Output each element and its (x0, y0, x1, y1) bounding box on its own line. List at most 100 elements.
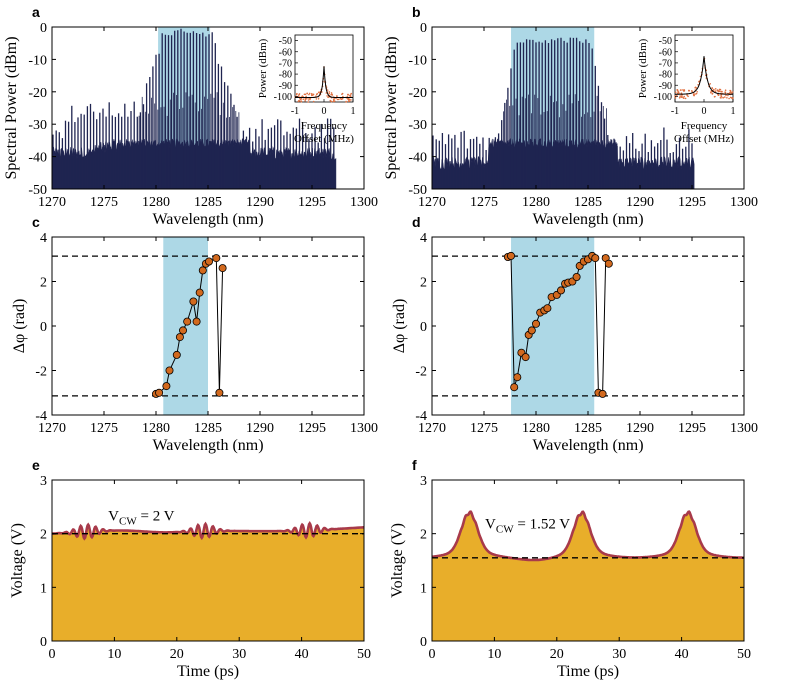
inset-point (731, 91, 734, 93)
inset-point (318, 92, 321, 94)
phase-point (162, 382, 171, 391)
inset-point (317, 98, 320, 100)
inset-x-tick-label: 1 (731, 106, 736, 117)
y-tick-label: -2 (35, 365, 47, 380)
x-tick-label: 1285 (574, 421, 602, 436)
inset-point (686, 94, 688, 97)
y-tick-label: 0 (420, 21, 427, 36)
inset-point (311, 92, 313, 95)
y-tick-label: -20 (28, 86, 47, 101)
phase-point (178, 326, 187, 335)
panel-label-e: e (32, 457, 40, 473)
phase-point (591, 254, 600, 263)
inset-point (340, 98, 343, 100)
inset-point (727, 94, 729, 97)
inset-point (347, 100, 350, 103)
y-tick-label: 0 (40, 21, 47, 36)
inset-point (327, 96, 329, 99)
inset-point (326, 95, 328, 97)
inset-point (676, 89, 679, 91)
x-axis-label: Time (ps) (557, 663, 619, 680)
inset-point (680, 92, 683, 94)
phase-point (543, 304, 552, 313)
inset-point (711, 92, 714, 95)
vcw-subscript: CW (119, 515, 137, 527)
inset-point (716, 89, 719, 92)
inset-point (350, 99, 352, 101)
phase-point (510, 383, 519, 392)
y-tick-label: 2 (40, 528, 47, 543)
inset-point (730, 91, 732, 94)
x-tick-label: 1295 (298, 421, 326, 436)
inset-x-label: Frequency (301, 120, 348, 132)
inset-point (719, 88, 722, 91)
inset-point (676, 94, 678, 96)
voltage-area (52, 523, 364, 641)
x-tick-label: 1290 (626, 421, 654, 436)
x-tick-label: 1290 (626, 195, 654, 210)
inset-point (682, 89, 684, 91)
y-axis-label: Voltage (V) (389, 523, 406, 598)
inset-frame (674, 34, 734, 103)
vcw-base: V (485, 516, 496, 532)
y-axis-label: Δφ (rad) (391, 299, 408, 354)
inset-point (683, 95, 685, 98)
x-tick-label: 1280 (522, 421, 550, 436)
inset-point (714, 95, 716, 98)
x-tick-label: 1270 (418, 421, 446, 436)
y-axis-label: Spectral Power (dBm) (3, 36, 20, 179)
x-tick-label: 0 (429, 647, 436, 662)
phase-point (572, 272, 581, 281)
inset-x-label: Frequency (681, 120, 728, 132)
phase-point (215, 388, 224, 397)
phase-point (521, 353, 530, 362)
inset-point (680, 89, 682, 91)
inset-point (307, 99, 310, 101)
x-tick-label: 1275 (470, 195, 498, 210)
voltage-area (432, 511, 744, 641)
x-tick-label: 1290 (246, 421, 274, 436)
x-tick-label: 1280 (522, 195, 550, 210)
axes-c: 1270 1275 1280 1285 1290 1295 1300 -4 -2 0 2 4 Wavel… (11, 214, 378, 454)
inset-x-tick-label: 1 (351, 106, 356, 117)
inset-point (682, 96, 684, 99)
panel-label-a: a (32, 4, 40, 20)
inset-point (678, 92, 680, 94)
inset-point (349, 95, 351, 97)
inset-point (691, 91, 693, 93)
inset-a: -50-60-70-80-90-100 -1 0 1 Power (dBm) Freque… (257, 34, 356, 145)
x-axis-label: Wavelength (nm) (532, 211, 643, 228)
voltage-line (432, 510, 744, 562)
y-axis-label: Voltage (V) (9, 523, 26, 598)
inset-point (337, 98, 340, 101)
axes-frame (431, 479, 745, 642)
inset-point (717, 90, 720, 92)
x-tick-label: 1300 (350, 421, 378, 436)
inset-fit-line (675, 56, 733, 95)
inset-point (309, 98, 311, 101)
inset-point (315, 98, 318, 100)
phase-point (604, 259, 613, 268)
inset-y-tick-label: -70 (659, 58, 672, 69)
inset-point (696, 91, 698, 93)
inset-point (345, 101, 348, 103)
x-tick-label: 10 (487, 647, 501, 662)
inset-point (305, 95, 307, 98)
y-tick-label: 0 (420, 635, 427, 650)
phase-point (165, 366, 174, 375)
x-axis-label: Wavelength (nm) (152, 211, 263, 228)
inset-point (710, 91, 712, 94)
y-tick-label: 0 (40, 320, 47, 335)
x-tick-label: 1275 (90, 195, 118, 210)
inset-point (328, 91, 331, 93)
phase-point (532, 319, 541, 328)
phase-point (527, 326, 536, 335)
panel-label-f: f (412, 457, 417, 473)
phase-point (172, 350, 181, 359)
inset-point (688, 89, 690, 92)
y-tick-label: -10 (408, 53, 427, 68)
panel-b: 1270 1275 1280 1285 1290 1295 1300 -50 -40 -30 -20… (383, 4, 758, 228)
y-tick-label: 2 (40, 276, 47, 291)
y-tick-label: 4 (420, 231, 427, 246)
inset-point (336, 95, 338, 97)
